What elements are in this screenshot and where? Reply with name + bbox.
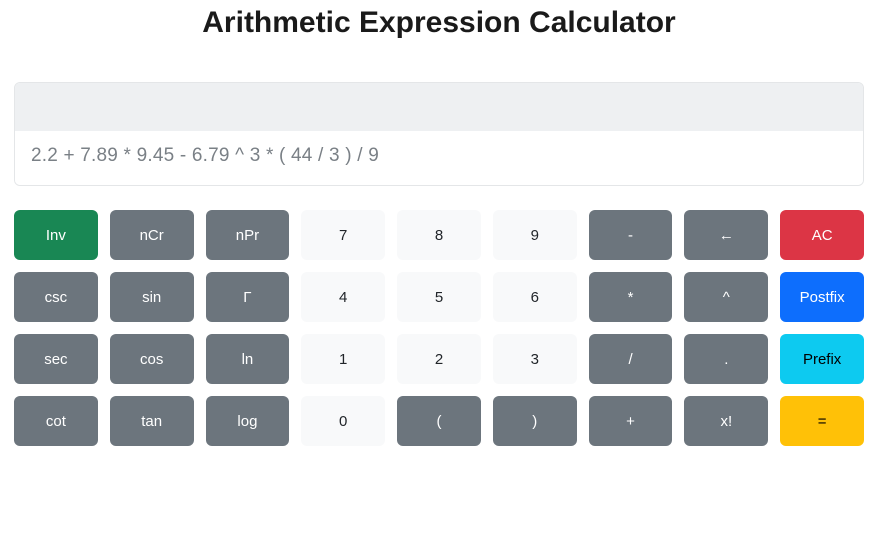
digit-3-button[interactable]: 3 (493, 334, 577, 384)
inv-button[interactable]: Inv (14, 210, 98, 260)
calculator-container: Arithmetic Expression Calculator 2.2 + 7… (0, 6, 878, 446)
close-paren-button[interactable]: ) (493, 396, 577, 446)
gamma-button[interactable]: Γ (206, 272, 290, 322)
multiply-button[interactable]: * (589, 272, 673, 322)
digit-1-button[interactable]: 1 (301, 334, 385, 384)
postfix-button[interactable]: Postfix (780, 272, 864, 322)
page-title: Arithmetic Expression Calculator (14, 6, 864, 40)
csc-button[interactable]: csc (14, 272, 98, 322)
digit-8-button[interactable]: 8 (397, 210, 481, 260)
cos-button[interactable]: cos (110, 334, 194, 384)
digit-7-button[interactable]: 7 (301, 210, 385, 260)
digit-2-button[interactable]: 2 (397, 334, 481, 384)
cot-button[interactable]: cot (14, 396, 98, 446)
clear-button[interactable]: AC (780, 210, 864, 260)
ncr-button[interactable]: nCr (110, 210, 194, 260)
display-panel: 2.2 + 7.89 * 9.45 - 6.79 ^ 3 * ( 44 / 3 … (14, 82, 864, 186)
divide-button[interactable]: / (589, 334, 673, 384)
ln-button[interactable]: ln (206, 334, 290, 384)
prefix-button[interactable]: Prefix (780, 334, 864, 384)
factorial-button[interactable]: x! (684, 396, 768, 446)
log-button[interactable]: log (206, 396, 290, 446)
digit-6-button[interactable]: 6 (493, 272, 577, 322)
minus-button[interactable]: - (589, 210, 673, 260)
sin-button[interactable]: sin (110, 272, 194, 322)
result-display (15, 83, 863, 131)
digit-9-button[interactable]: 9 (493, 210, 577, 260)
digit-0-button[interactable]: 0 (301, 396, 385, 446)
tan-button[interactable]: tan (110, 396, 194, 446)
sec-button[interactable]: sec (14, 334, 98, 384)
open-paren-button[interactable]: ( (397, 396, 481, 446)
plus-button[interactable]: + (589, 396, 673, 446)
backspace-button[interactable]: ← (684, 210, 768, 260)
equals-button[interactable]: = (780, 396, 864, 446)
digit-4-button[interactable]: 4 (301, 272, 385, 322)
npr-button[interactable]: nPr (206, 210, 290, 260)
keypad: InvnCrnPr789-←ACcscsinΓ456*^Postfixsecco… (14, 210, 864, 446)
expression-display: 2.2 + 7.89 * 9.45 - 6.79 ^ 3 * ( 44 / 3 … (15, 131, 863, 185)
digit-5-button[interactable]: 5 (397, 272, 481, 322)
power-button[interactable]: ^ (684, 272, 768, 322)
decimal-button[interactable]: . (684, 334, 768, 384)
